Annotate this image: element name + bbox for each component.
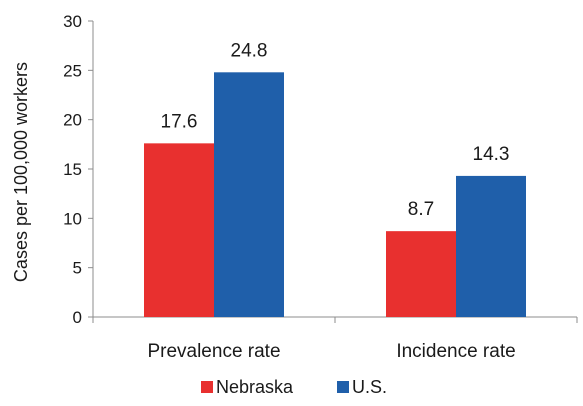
bar-us-1 [456, 176, 526, 317]
legend-label: Nebraska [216, 377, 294, 397]
legend-swatch [337, 381, 349, 393]
data-label: 17.6 [161, 111, 198, 132]
bar-nebraska-1 [386, 231, 456, 317]
y-axis: 0 5 10 15 20 25 30 [63, 12, 93, 327]
x-axis: Prevalence rate Incidence rate [93, 317, 577, 362]
legend-label: U.S. [352, 377, 387, 397]
legend: Nebraska U.S. [201, 377, 387, 397]
y-axis-title: Cases per 100,000 workers [11, 62, 31, 282]
y-tick-label: 10 [63, 209, 82, 228]
bars: 17.6 24.8 8.7 14.3 [144, 40, 526, 317]
y-tick-label: 0 [73, 308, 82, 327]
data-label: 8.7 [408, 199, 434, 220]
x-category-label: Incidence rate [396, 341, 515, 362]
y-tick-label: 30 [63, 12, 82, 31]
data-label: 24.8 [231, 40, 268, 61]
y-tick-label: 25 [63, 61, 82, 80]
bar-us-0 [214, 72, 284, 317]
y-tick-label: 5 [73, 259, 82, 278]
y-tick-label: 15 [63, 160, 82, 179]
y-tick-label: 20 [63, 111, 82, 130]
data-label: 14.3 [473, 144, 510, 165]
bar-nebraska-0 [144, 143, 214, 317]
x-category-label: Prevalence rate [147, 341, 280, 362]
legend-swatch [201, 381, 213, 393]
